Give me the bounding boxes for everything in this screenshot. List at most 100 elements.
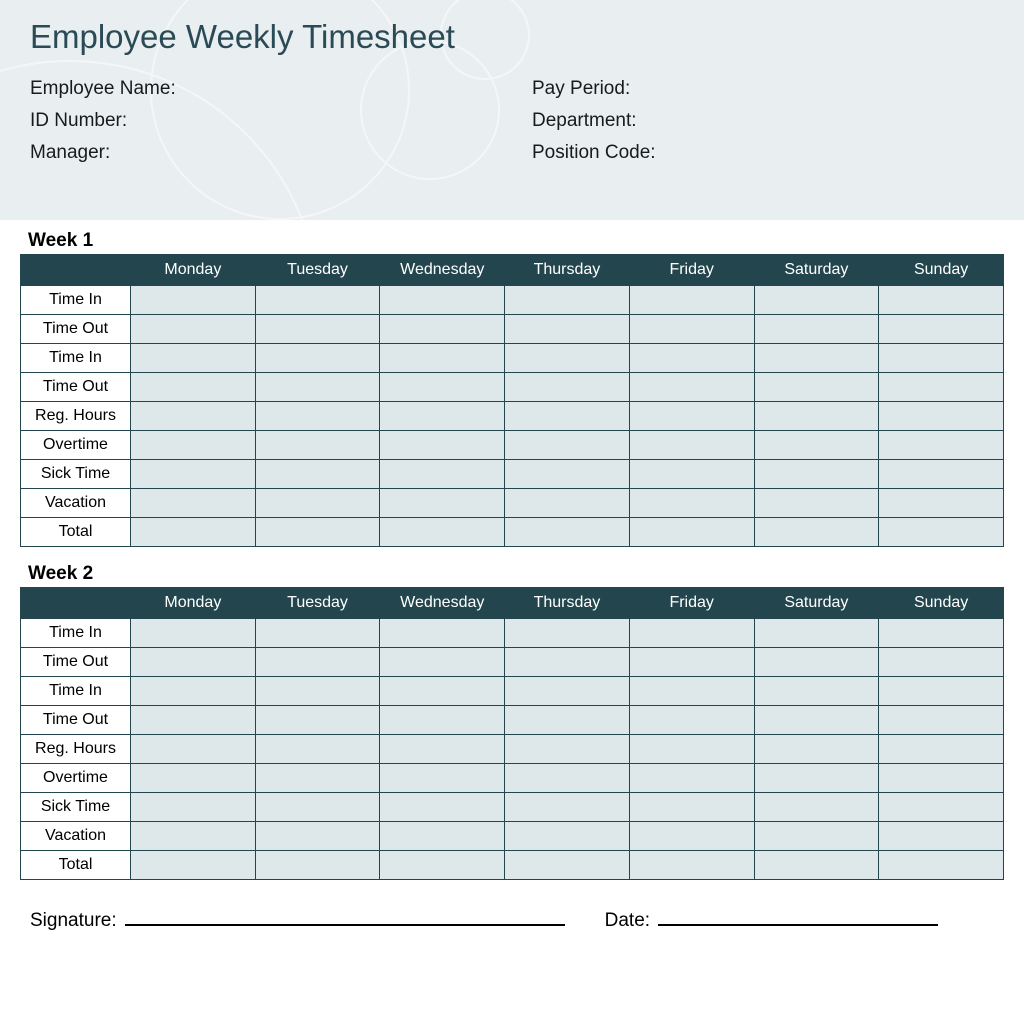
cell[interactable] bbox=[879, 706, 1004, 735]
cell[interactable] bbox=[505, 402, 630, 431]
cell[interactable] bbox=[131, 315, 256, 344]
cell[interactable] bbox=[505, 851, 630, 880]
cell[interactable] bbox=[754, 822, 879, 851]
cell[interactable] bbox=[505, 344, 630, 373]
cell[interactable] bbox=[505, 489, 630, 518]
cell[interactable] bbox=[131, 489, 256, 518]
cell[interactable] bbox=[131, 286, 256, 315]
cell[interactable] bbox=[754, 619, 879, 648]
cell[interactable] bbox=[255, 489, 380, 518]
cell[interactable] bbox=[380, 648, 505, 677]
cell[interactable] bbox=[505, 648, 630, 677]
cell[interactable] bbox=[255, 460, 380, 489]
cell[interactable] bbox=[255, 706, 380, 735]
cell[interactable] bbox=[629, 344, 754, 373]
cell[interactable] bbox=[255, 518, 380, 547]
cell[interactable] bbox=[380, 735, 505, 764]
cell[interactable] bbox=[131, 677, 256, 706]
cell[interactable] bbox=[879, 677, 1004, 706]
cell[interactable] bbox=[505, 677, 630, 706]
cell[interactable] bbox=[505, 460, 630, 489]
cell[interactable] bbox=[380, 619, 505, 648]
cell[interactable] bbox=[380, 764, 505, 793]
cell[interactable] bbox=[380, 344, 505, 373]
cell[interactable] bbox=[255, 315, 380, 344]
cell[interactable] bbox=[629, 619, 754, 648]
signature-line[interactable] bbox=[125, 924, 565, 926]
cell[interactable] bbox=[505, 706, 630, 735]
cell[interactable] bbox=[879, 344, 1004, 373]
cell[interactable] bbox=[754, 286, 879, 315]
cell[interactable] bbox=[131, 431, 256, 460]
cell[interactable] bbox=[505, 735, 630, 764]
cell[interactable] bbox=[754, 851, 879, 880]
date-line[interactable] bbox=[658, 924, 938, 926]
cell[interactable] bbox=[879, 851, 1004, 880]
cell[interactable] bbox=[380, 315, 505, 344]
cell[interactable] bbox=[754, 677, 879, 706]
cell[interactable] bbox=[879, 460, 1004, 489]
cell[interactable] bbox=[629, 286, 754, 315]
cell[interactable] bbox=[380, 373, 505, 402]
cell[interactable] bbox=[131, 735, 256, 764]
cell[interactable] bbox=[879, 793, 1004, 822]
cell[interactable] bbox=[629, 373, 754, 402]
cell[interactable] bbox=[754, 706, 879, 735]
cell[interactable] bbox=[255, 373, 380, 402]
cell[interactable] bbox=[380, 286, 505, 315]
cell[interactable] bbox=[629, 460, 754, 489]
cell[interactable] bbox=[629, 402, 754, 431]
cell[interactable] bbox=[131, 822, 256, 851]
cell[interactable] bbox=[629, 518, 754, 547]
cell[interactable] bbox=[255, 793, 380, 822]
cell[interactable] bbox=[754, 344, 879, 373]
cell[interactable] bbox=[131, 460, 256, 489]
cell[interactable] bbox=[131, 648, 256, 677]
cell[interactable] bbox=[629, 677, 754, 706]
cell[interactable] bbox=[380, 431, 505, 460]
cell[interactable] bbox=[754, 402, 879, 431]
cell[interactable] bbox=[879, 518, 1004, 547]
cell[interactable] bbox=[505, 764, 630, 793]
cell[interactable] bbox=[754, 460, 879, 489]
cell[interactable] bbox=[131, 518, 256, 547]
cell[interactable] bbox=[879, 431, 1004, 460]
cell[interactable] bbox=[255, 344, 380, 373]
cell[interactable] bbox=[255, 619, 380, 648]
cell[interactable] bbox=[879, 489, 1004, 518]
cell[interactable] bbox=[131, 764, 256, 793]
cell[interactable] bbox=[505, 793, 630, 822]
cell[interactable] bbox=[380, 706, 505, 735]
cell[interactable] bbox=[754, 764, 879, 793]
cell[interactable] bbox=[754, 518, 879, 547]
cell[interactable] bbox=[131, 851, 256, 880]
cell[interactable] bbox=[754, 648, 879, 677]
cell[interactable] bbox=[380, 460, 505, 489]
cell[interactable] bbox=[879, 402, 1004, 431]
cell[interactable] bbox=[629, 431, 754, 460]
cell[interactable] bbox=[505, 518, 630, 547]
cell[interactable] bbox=[629, 851, 754, 880]
cell[interactable] bbox=[879, 822, 1004, 851]
cell[interactable] bbox=[629, 648, 754, 677]
cell[interactable] bbox=[255, 286, 380, 315]
cell[interactable] bbox=[255, 764, 380, 793]
cell[interactable] bbox=[754, 431, 879, 460]
cell[interactable] bbox=[380, 851, 505, 880]
cell[interactable] bbox=[505, 619, 630, 648]
cell[interactable] bbox=[380, 793, 505, 822]
cell[interactable] bbox=[505, 373, 630, 402]
cell[interactable] bbox=[131, 793, 256, 822]
cell[interactable] bbox=[131, 344, 256, 373]
cell[interactable] bbox=[505, 286, 630, 315]
cell[interactable] bbox=[879, 315, 1004, 344]
cell[interactable] bbox=[380, 489, 505, 518]
cell[interactable] bbox=[754, 373, 879, 402]
cell[interactable] bbox=[255, 648, 380, 677]
cell[interactable] bbox=[380, 518, 505, 547]
cell[interactable] bbox=[255, 822, 380, 851]
cell[interactable] bbox=[255, 431, 380, 460]
cell[interactable] bbox=[879, 764, 1004, 793]
cell[interactable] bbox=[754, 315, 879, 344]
cell[interactable] bbox=[754, 735, 879, 764]
